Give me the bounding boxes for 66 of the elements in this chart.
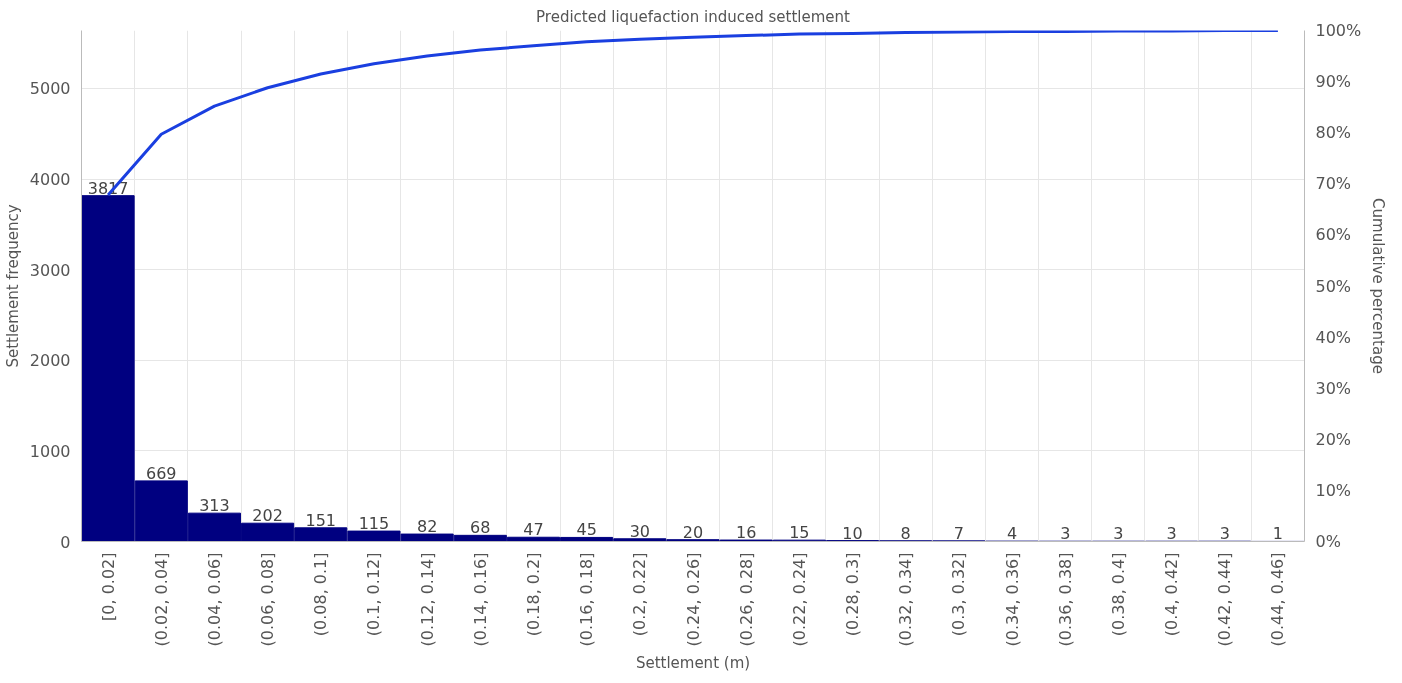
y-tick-label: 2000 (29, 351, 71, 371)
data-label: 3 (1113, 524, 1124, 544)
y2-axis-title: Cumulative percentage (1369, 198, 1388, 374)
x-tick-label: (0.12, 0.14] (417, 552, 437, 647)
data-label: 313 (199, 496, 230, 516)
data-label: 4 (1006, 524, 1018, 544)
x-tick-label: [0, 0.02] (98, 552, 118, 621)
x-tick-label: (0.02, 0.04] (151, 552, 171, 647)
x-axis-title: Settlement (m) (635, 654, 751, 673)
x-tick-label: (0.14, 0.16] (470, 552, 490, 647)
x-tick-label: (0.22, 0.24] (789, 552, 809, 647)
y2-tick-label: 10% (1315, 480, 1352, 500)
data-label: 151 (305, 510, 337, 530)
y2-tick-label: 30% (1315, 378, 1352, 398)
x-tick-label: (0.28, 0.3] (843, 552, 863, 637)
y2-tick-label: 20% (1315, 429, 1352, 449)
x-tick-label: (0.1, 0.12] (364, 552, 384, 637)
data-label: 669 (145, 463, 177, 483)
x-tick-label: (0.36, 0.38] (1055, 552, 1075, 647)
x-tick-label: (0.26, 0.28] (736, 552, 756, 647)
x-tick-label: (0.42, 0.44] (1215, 552, 1235, 647)
data-label: 3 (1166, 524, 1177, 544)
data-label: 68 (470, 518, 491, 538)
x-tick-label: (0.2, 0.22] (630, 552, 650, 637)
y-tick-label: 0 (60, 532, 71, 552)
data-label: 20 (682, 522, 704, 542)
x-tick-label: (0.08, 0.1] (311, 552, 331, 637)
data-label: 115 (358, 514, 390, 534)
x-tick-label: (0.24, 0.26] (683, 552, 703, 647)
y-tick-label: 1000 (29, 441, 71, 461)
data-label: 47 (523, 520, 544, 540)
y2-tick-label: 0% (1315, 532, 1341, 551)
x-tick-label: (0.06, 0.08] (258, 552, 278, 647)
x-tick-label: (0.44, 0.46] (1268, 552, 1288, 647)
x-tick-label: (0.3, 0.32] (949, 552, 969, 637)
data-label: 7 (953, 523, 964, 543)
y-axis-title: Settlement frequency (3, 204, 22, 368)
y2-tick-label: 100% (1315, 21, 1362, 40)
data-label: 8 (900, 523, 911, 543)
y-tick-label: 3000 (29, 260, 71, 280)
data-label: 82 (416, 517, 438, 537)
x-tick-label: (0.4, 0.42] (1162, 552, 1182, 637)
y2-tick-label: 40% (1315, 327, 1352, 347)
y2-tick-label: 50% (1315, 276, 1352, 296)
x-tick-label: (0.34, 0.36] (1002, 552, 1022, 647)
data-label: 16 (735, 523, 757, 543)
y2-tick-label: 80% (1315, 123, 1352, 143)
x-tick-label: (0.04, 0.06] (204, 552, 224, 647)
x-tick-label: (0.38, 0.4] (1108, 552, 1128, 637)
y-tick-label: 4000 (29, 170, 71, 190)
chart-title: Predicted liquefaction induced settlement (536, 7, 851, 26)
y2-tick-label: 70% (1315, 174, 1352, 194)
data-label: 45 (576, 520, 597, 540)
data-label: 202 (252, 506, 283, 526)
data-label: 1 (1272, 524, 1284, 544)
x-tick-label: (0.32, 0.34] (896, 552, 916, 647)
x-tick-label: (0.16, 0.18] (577, 552, 597, 647)
y-tick-label: 5000 (29, 79, 71, 99)
data-label: 3 (1219, 524, 1230, 544)
y2-tick-label: 90% (1315, 72, 1352, 92)
data-label: 3 (1060, 524, 1071, 544)
y2-tick-label: 60% (1315, 225, 1352, 245)
data-label: 10 (842, 523, 863, 543)
x-tick-label: (0.18, 0.2] (523, 552, 543, 637)
data-label: 15 (789, 523, 810, 543)
data-label: 30 (629, 521, 651, 541)
